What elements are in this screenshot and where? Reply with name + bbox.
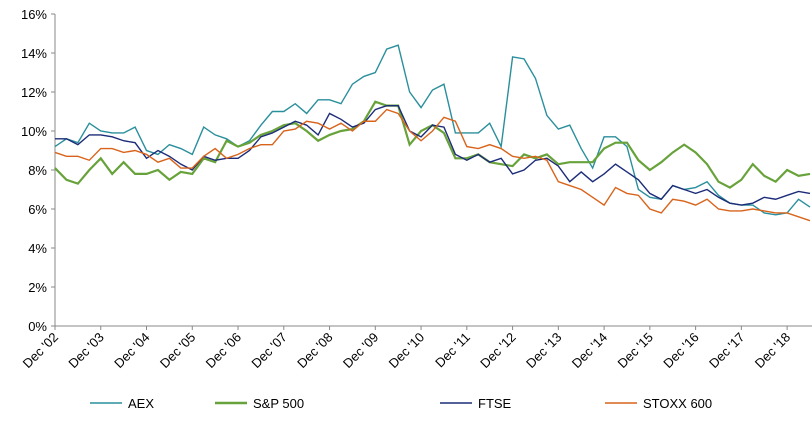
x-tick-label: Dec '04 xyxy=(111,330,152,371)
x-tick-label: Dec '18 xyxy=(752,330,793,371)
x-tick-label: Dec '09 xyxy=(340,330,381,371)
x-tick-label: Dec '14 xyxy=(569,330,610,371)
series-line xyxy=(54,100,811,189)
y-tick-label: 4% xyxy=(28,241,47,256)
y-tick-label: 8% xyxy=(28,163,47,178)
legend-label: S&P 500 xyxy=(253,396,304,411)
legend-label: FTSE xyxy=(478,396,512,411)
series-line xyxy=(54,108,811,222)
x-tick-label: Dec '17 xyxy=(706,330,747,371)
series-line xyxy=(55,104,811,206)
x-tick-label: Dec '07 xyxy=(248,330,289,371)
x-tick-label: Dec '03 xyxy=(65,330,106,371)
y-tick-label: 2% xyxy=(28,280,47,295)
x-tick-label: Dec '10 xyxy=(386,330,427,371)
x-tick-label: Dec '08 xyxy=(294,330,335,371)
y-tick-label: 12% xyxy=(21,85,47,100)
y-tick-label: 6% xyxy=(28,202,47,217)
x-tick-label: Dec '06 xyxy=(203,330,244,371)
x-tick-label: Dec '15 xyxy=(614,330,655,371)
x-tick-label: Dec '13 xyxy=(523,330,564,371)
x-tick-label: Dec '16 xyxy=(660,330,701,371)
legend-label: STOXX 600 xyxy=(643,396,712,411)
y-tick-label: 14% xyxy=(21,46,47,61)
x-tick-label: Dec '05 xyxy=(157,330,198,371)
x-tick-label: Dec '11 xyxy=(432,330,473,371)
y-tick-label: 10% xyxy=(21,124,47,139)
legend-label: AEX xyxy=(128,396,154,411)
y-tick-label: 16% xyxy=(21,7,47,22)
x-tick-label: Dec '02 xyxy=(20,330,61,371)
x-tick-label: Dec '12 xyxy=(477,330,518,371)
y-tick-label: 0% xyxy=(28,319,47,334)
